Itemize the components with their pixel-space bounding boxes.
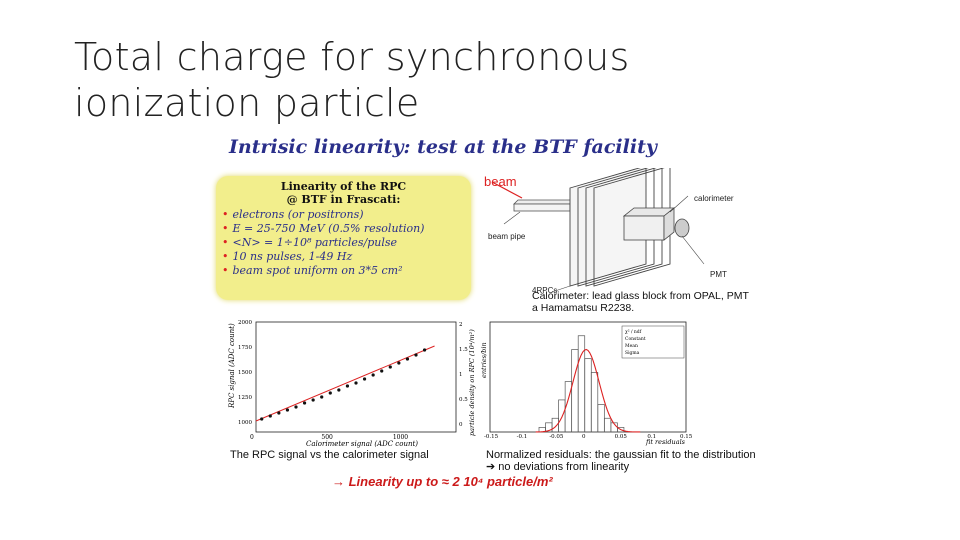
stat-line: Sigma xyxy=(625,350,640,356)
y-right-tick-label: 2 xyxy=(459,322,463,328)
data-point xyxy=(362,377,367,381)
residuals-histogram: entries/bin fit residuals χ² / ndf Const… xyxy=(480,321,692,446)
stat-line: χ² / ndf xyxy=(625,329,642,335)
calorimeter-label: calorimeter xyxy=(694,194,734,203)
data-point xyxy=(337,388,341,392)
data-point xyxy=(311,398,315,402)
x-tick-label: 0.1 xyxy=(647,434,656,440)
data-point xyxy=(345,384,350,388)
histogram-bar xyxy=(597,404,605,433)
data-point xyxy=(414,353,418,357)
y-axis-label: entries/bin xyxy=(480,342,488,378)
info-box-title-1: Linearity of the RPC xyxy=(280,180,407,193)
left-plot-caption: The RPC signal vs the calorimeter signal xyxy=(230,449,429,461)
data-point xyxy=(371,373,375,377)
data-point xyxy=(285,408,290,412)
y-axis-label: RPC signal (ADC count) xyxy=(228,323,236,409)
data-point xyxy=(388,365,392,369)
x-tick-label: 0 xyxy=(250,434,254,441)
figure-heading: Intrisic linearity: test at the BTF faci… xyxy=(229,136,657,158)
x-tick-label: 0 xyxy=(582,434,586,440)
stat-line: Constant xyxy=(625,336,646,342)
histogram-bar xyxy=(584,358,592,433)
data-point xyxy=(328,391,332,395)
data-point xyxy=(320,395,324,399)
y-right-tick-label: 0.5 xyxy=(459,397,468,403)
rpc-vs-calorimeter-chart: RPC signal (ADC count) particle density … xyxy=(228,320,476,448)
right-plot-caption: Normalized residuals: the gaussian fit t… xyxy=(486,449,756,473)
y-tick-label: 1250 xyxy=(238,395,252,401)
y-right-tick-label: 0 xyxy=(459,422,463,428)
beam-pipe-label: beam pipe xyxy=(488,232,526,241)
histogram-bar xyxy=(590,372,599,433)
x-axis-label: fit residuals xyxy=(645,438,686,446)
y-axis-right-label: particle density on RPC (10⁴/m²) xyxy=(468,329,476,436)
histogram-bar xyxy=(551,417,559,433)
x-tick-label: -0.1 xyxy=(517,434,528,440)
x-tick-label: 500 xyxy=(321,434,333,441)
stats-box: χ² / ndf Constant Mean Sigma xyxy=(621,325,685,359)
pmt-label: PMT xyxy=(710,270,727,279)
info-box: Linearity of the RPC @ BTF in Frascati: … xyxy=(216,176,471,300)
fit-line xyxy=(255,345,435,422)
x-tick-label: 0.15 xyxy=(680,434,692,440)
histogram-bar xyxy=(603,417,612,433)
info-item: • E = 25-750 MeV (0.5% resolution) xyxy=(222,222,425,235)
info-item: • electrons (or positrons) xyxy=(222,208,364,221)
calorimeter-caption: Calorimeter: lead glass block from OPAL,… xyxy=(532,290,749,314)
data-point xyxy=(405,357,410,361)
data-point xyxy=(260,417,264,421)
data-point xyxy=(397,361,401,365)
info-box-list: • electrons (or positrons) • E = 25-750 Me… xyxy=(222,208,465,278)
rpcs-label: 4RPCs xyxy=(532,286,558,295)
info-box-title-2: @ BTF in Frascati: xyxy=(286,193,401,206)
histogram-bar xyxy=(571,349,579,433)
data-point xyxy=(277,411,281,415)
x-tick-label: -0.05 xyxy=(549,434,564,440)
data-point xyxy=(268,414,272,418)
y-tick-label: 2000 xyxy=(238,320,252,326)
info-item: • beam spot uniform on 3*5 cm² xyxy=(222,264,403,277)
stat-line: Mean xyxy=(625,343,638,349)
x-tick-label: 0.05 xyxy=(615,434,628,440)
conclusion-line: → Linearity up to ≈ 2 10⁴ particle/m² xyxy=(332,474,553,489)
info-item: • <N> = 1÷10⁸ particles/pulse xyxy=(222,236,398,249)
data-point xyxy=(294,405,298,409)
x-axis-label: Calorimeter signal (ADC count) xyxy=(306,440,418,448)
y-tick-label: 1000 xyxy=(238,420,252,426)
y-right-tick-label: 1 xyxy=(459,372,463,378)
detector-diagram xyxy=(491,168,705,293)
data-point xyxy=(354,381,358,385)
slide-title: Total charge for synchronous ionization … xyxy=(74,35,630,125)
y-tick-label: 1750 xyxy=(238,345,252,351)
x-tick-label: 1000 xyxy=(393,434,408,441)
data-point xyxy=(422,348,427,352)
y-tick-label: 1500 xyxy=(238,370,252,376)
y-right-tick-label: 1.5 xyxy=(459,347,468,353)
histogram-bar xyxy=(617,427,625,433)
data-point xyxy=(380,369,384,373)
x-tick-label: -0.15 xyxy=(484,434,499,440)
info-item: • 10 ns pulses, 1-49 Hz xyxy=(222,250,353,263)
plot-frame xyxy=(255,321,457,433)
gaussian-fit-curve xyxy=(535,348,641,433)
beam-label: beam xyxy=(484,174,517,189)
data-point xyxy=(302,401,307,405)
figure: Intrisic linearity: test at the BTF faci… xyxy=(212,132,756,496)
